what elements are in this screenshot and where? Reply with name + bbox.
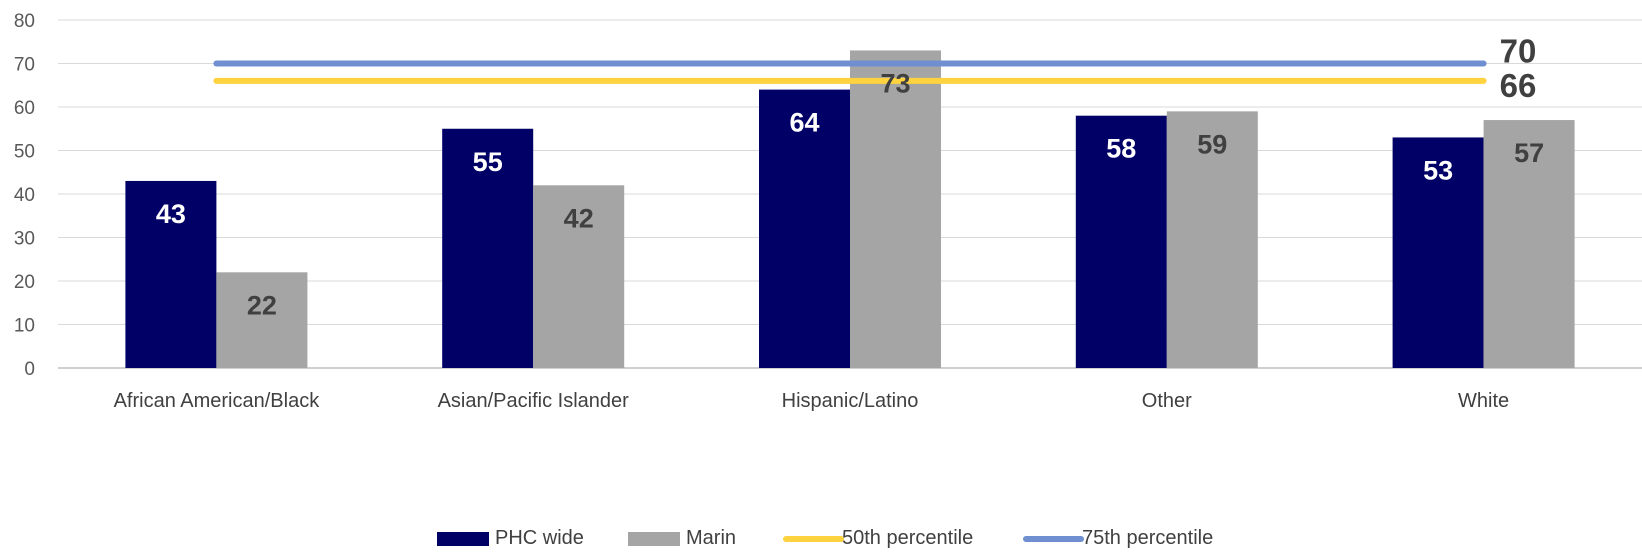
bar [1166, 111, 1258, 368]
legend-swatch [628, 532, 680, 546]
y-axis-ticks: 0 10 20 30 40 50 60 70 80 [14, 11, 35, 380]
data-label: 57 [1514, 138, 1544, 168]
data-label: 42 [564, 203, 594, 233]
bars [125, 50, 1575, 368]
bar [442, 128, 534, 368]
y-tick-label: 40 [14, 185, 35, 206]
bar [850, 50, 941, 368]
y-tick-label: 30 [14, 229, 35, 250]
data-label: 53 [1423, 155, 1453, 185]
y-tick-label: 60 [14, 98, 35, 119]
reference-line-label: 70 [1500, 33, 1537, 70]
legend-label: Marin [686, 527, 736, 549]
legend: PHC wide Marin 50th percentile 75th percent… [437, 527, 1213, 549]
y-tick-label: 0 [24, 359, 35, 380]
bar [533, 185, 625, 368]
x-tick-label: Asian/Pacific Islander [438, 390, 630, 412]
bar [216, 272, 308, 368]
data-label: 64 [789, 108, 819, 138]
data-label: 73 [880, 68, 910, 98]
data-label: 58 [1106, 134, 1136, 164]
x-tick-label: White [1458, 390, 1509, 412]
bar [125, 180, 217, 368]
data-label: 59 [1197, 129, 1227, 159]
legend-swatch [437, 532, 489, 546]
data-label: 22 [247, 290, 277, 320]
bar [1483, 120, 1575, 368]
legend-label: 75th percentile [1082, 527, 1213, 549]
data-label: 55 [473, 147, 503, 177]
x-tick-label: Other [1142, 390, 1192, 412]
bar [759, 89, 850, 368]
bar [1392, 137, 1484, 368]
x-axis-categories: African American/Black Asian/Pacific Isla… [114, 390, 1510, 412]
x-tick-label: African American/Black [114, 390, 321, 412]
y-tick-label: 70 [14, 55, 35, 76]
y-tick-label: 10 [14, 316, 35, 337]
x-tick-label: Hispanic/Latino [782, 390, 919, 412]
y-tick-label: 50 [14, 142, 35, 163]
reference-lines [213, 60, 1487, 84]
legend-label: PHC wide [495, 527, 584, 549]
y-tick-label: 80 [14, 11, 35, 32]
data-label: 43 [156, 199, 186, 229]
y-tick-label: 20 [14, 272, 35, 293]
reference-line-label: 66 [1500, 67, 1537, 104]
legend-label: 50th percentile [842, 527, 973, 549]
bar [1075, 115, 1167, 368]
